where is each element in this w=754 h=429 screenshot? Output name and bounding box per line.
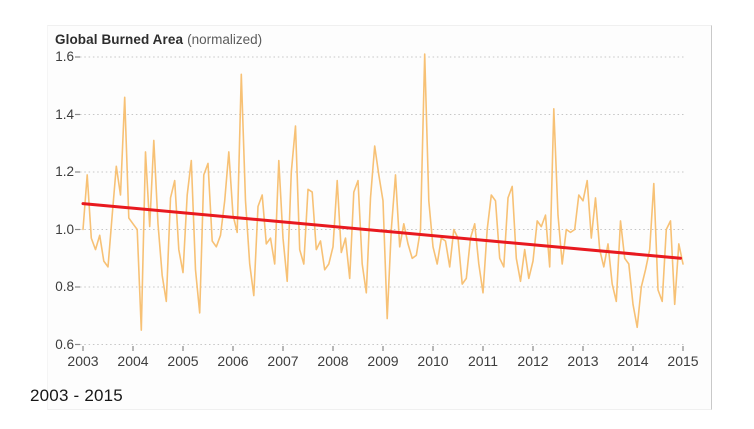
x-axis-label: 2009 <box>367 353 399 369</box>
x-axis-label: 2005 <box>167 353 199 369</box>
x-axis-label: 2013 <box>567 353 599 369</box>
x-axis-label: 2010 <box>417 353 449 369</box>
chart-title: Global Burned Area (normalized) <box>55 32 262 47</box>
x-axis-label: 2004 <box>117 353 149 369</box>
chart-title-sub: (normalized) <box>187 32 263 47</box>
x-axis-label: 2008 <box>317 353 349 369</box>
x-axis-label: 2011 <box>467 353 499 369</box>
x-axis-label: 2015 <box>667 353 699 369</box>
x-axis-label: 2003 <box>67 353 99 369</box>
y-axis-label: 1.2 <box>55 164 74 179</box>
x-axis-label: 2007 <box>267 353 299 369</box>
x-axis-label: 2014 <box>617 353 649 369</box>
chart-title-main: Global Burned Area <box>55 32 184 47</box>
y-axis-label: 1.6 <box>55 49 74 64</box>
x-axis-label: 2012 <box>517 353 549 369</box>
x-axis-label: 2006 <box>217 353 249 369</box>
y-axis-label: 1.0 <box>55 221 74 237</box>
y-axis-label: 0.8 <box>55 279 74 294</box>
date-range-caption: 2003 - 2015 <box>30 386 123 405</box>
y-axis-label: 1.4 <box>55 106 74 122</box>
y-axis-label: 0.6 <box>55 336 74 352</box>
